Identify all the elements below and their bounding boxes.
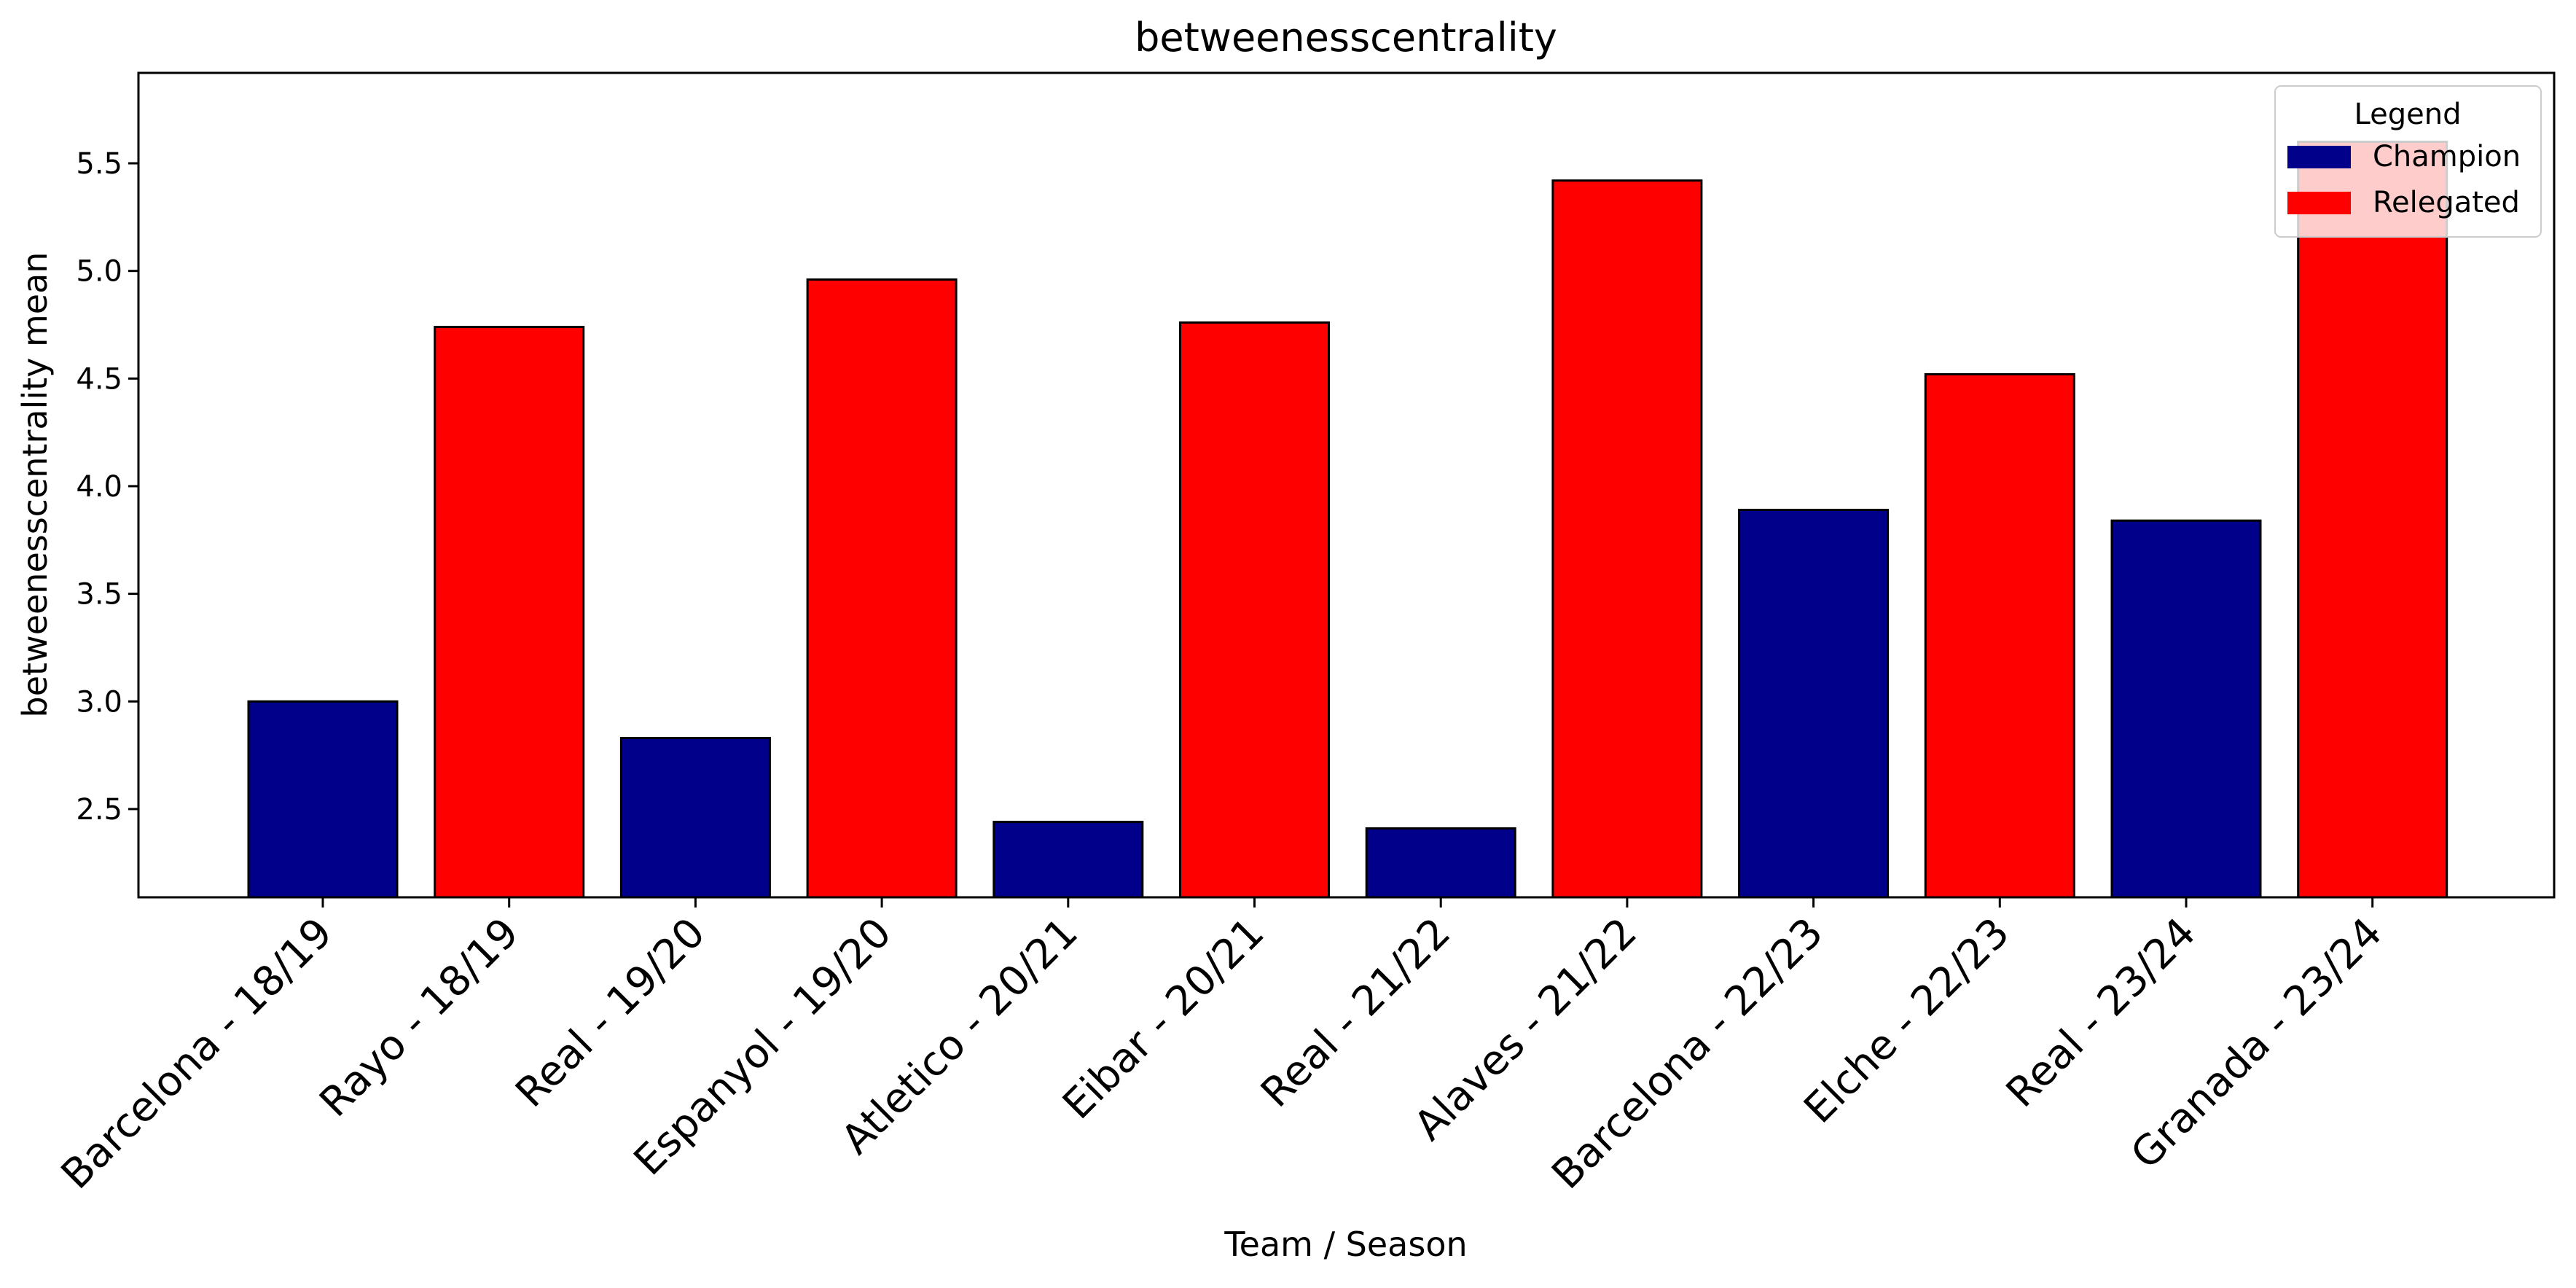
bar bbox=[1924, 372, 2075, 899]
bar bbox=[1551, 179, 1703, 899]
legend-label: Champion bbox=[2373, 140, 2521, 173]
y-tick-label: 4.0 bbox=[76, 470, 122, 504]
chart-title: betweenesscentrality bbox=[1135, 15, 1557, 61]
bar bbox=[993, 821, 1144, 899]
legend-swatch bbox=[2287, 192, 2351, 214]
bar bbox=[806, 278, 958, 899]
y-tick-label: 5.0 bbox=[76, 255, 122, 289]
legend-label: Relegated bbox=[2373, 186, 2520, 219]
y-tick-label: 3.0 bbox=[76, 685, 122, 719]
y-axis: 2.5 3.0 3.5 4.0 4.5 5.0 5.5 bbox=[76, 147, 138, 827]
bar bbox=[2297, 141, 2448, 899]
legend: Legend Champion Relegated bbox=[2274, 85, 2542, 238]
bar bbox=[1365, 827, 1516, 899]
legend-title: Legend bbox=[2354, 98, 2462, 131]
bar bbox=[1738, 509, 1890, 899]
y-tick-label: 2.5 bbox=[76, 793, 122, 827]
bar bbox=[434, 326, 585, 899]
x-axis-label: Team / Season bbox=[1224, 1225, 1467, 1264]
bar bbox=[1179, 321, 1330, 899]
y-tick-label: 5.5 bbox=[76, 147, 122, 181]
y-tick-label: 4.5 bbox=[76, 362, 122, 396]
bar bbox=[619, 737, 771, 899]
y-axis-label: betweenesscentrality mean bbox=[15, 252, 55, 718]
bar bbox=[247, 700, 399, 899]
bar bbox=[2110, 519, 2262, 899]
bars-layer bbox=[247, 141, 2448, 899]
legend-swatch bbox=[2287, 146, 2351, 168]
y-tick-label: 3.5 bbox=[76, 578, 122, 612]
